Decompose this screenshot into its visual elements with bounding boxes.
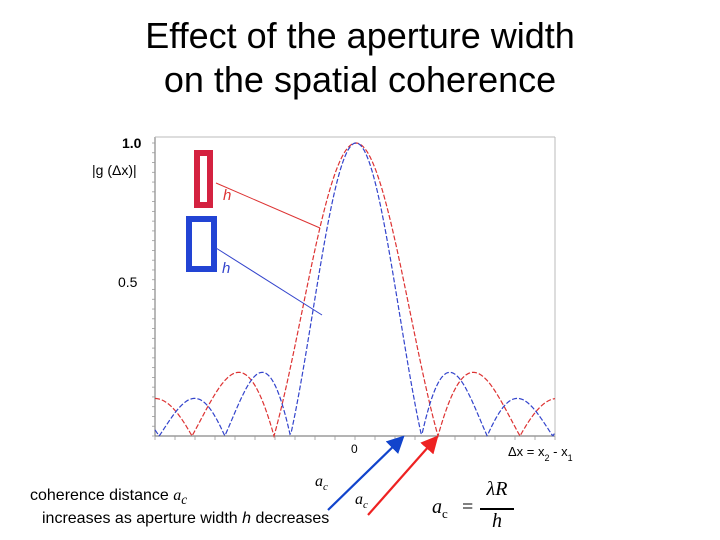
formula-lhs-sub: c (442, 506, 448, 521)
formula-lhs: ac (432, 496, 448, 522)
caption-var: h (242, 510, 252, 527)
formula-numerator: λR (486, 478, 508, 500)
caption-line-2-suffix: decreases (251, 510, 330, 527)
formula-fraction-bar (480, 508, 514, 510)
y-tick-label-1: 1.0 (122, 135, 142, 151)
blue-ac-label-base: a (315, 473, 323, 490)
red-ac-label-base: a (355, 491, 363, 508)
blue-coherence-arrow (327, 435, 405, 511)
coherence-formula: ac = λR h (430, 478, 520, 538)
narrow-aperture-icon (186, 216, 217, 272)
x-axis-label: Δx = x2 - x1 (508, 444, 573, 463)
caption-line-2-prefix: increases as aperture width (42, 510, 243, 527)
red-ac-label: ac (355, 491, 368, 511)
caption-line-2: increases as aperture width h decreases (42, 510, 329, 528)
red-leader-line (215, 182, 321, 229)
page-title: Effect of the aperture width on the spat… (0, 14, 720, 102)
blue-leader-line (215, 247, 323, 316)
y-tick-label-2: 0.5 (118, 274, 138, 290)
x-tick-label-0: 0 (351, 442, 358, 456)
series-red-curve (154, 142, 556, 439)
formula-equals: = (462, 496, 474, 518)
red-h-label: h (223, 187, 231, 204)
wide-aperture-icon (194, 150, 213, 208)
caption-symbol: a (173, 487, 182, 504)
red-coherence-arrow (367, 435, 439, 516)
blue-ac-label-sub: c (323, 481, 328, 493)
formula-denominator: h (492, 510, 502, 532)
series-blue-curve (154, 142, 556, 437)
caption-line-1-prefix: coherence distance (30, 487, 174, 504)
title-line-2: on the spatial coherence (163, 59, 557, 100)
y-axis-label: |g (Δx)| (92, 162, 137, 178)
formula-lhs-symbol: a (432, 496, 442, 518)
x-minor-ticks (154, 436, 556, 440)
caption-symbol-sub: c (181, 492, 188, 508)
caption-line-1: coherence distance ac (30, 487, 187, 508)
blue-ac-label: ac (315, 473, 328, 493)
blue-h-label: h (222, 260, 230, 277)
red-ac-label-sub: c (363, 499, 368, 511)
title-line-1: Effect of the aperture width (145, 15, 575, 56)
y-minor-ticks (152, 142, 155, 437)
